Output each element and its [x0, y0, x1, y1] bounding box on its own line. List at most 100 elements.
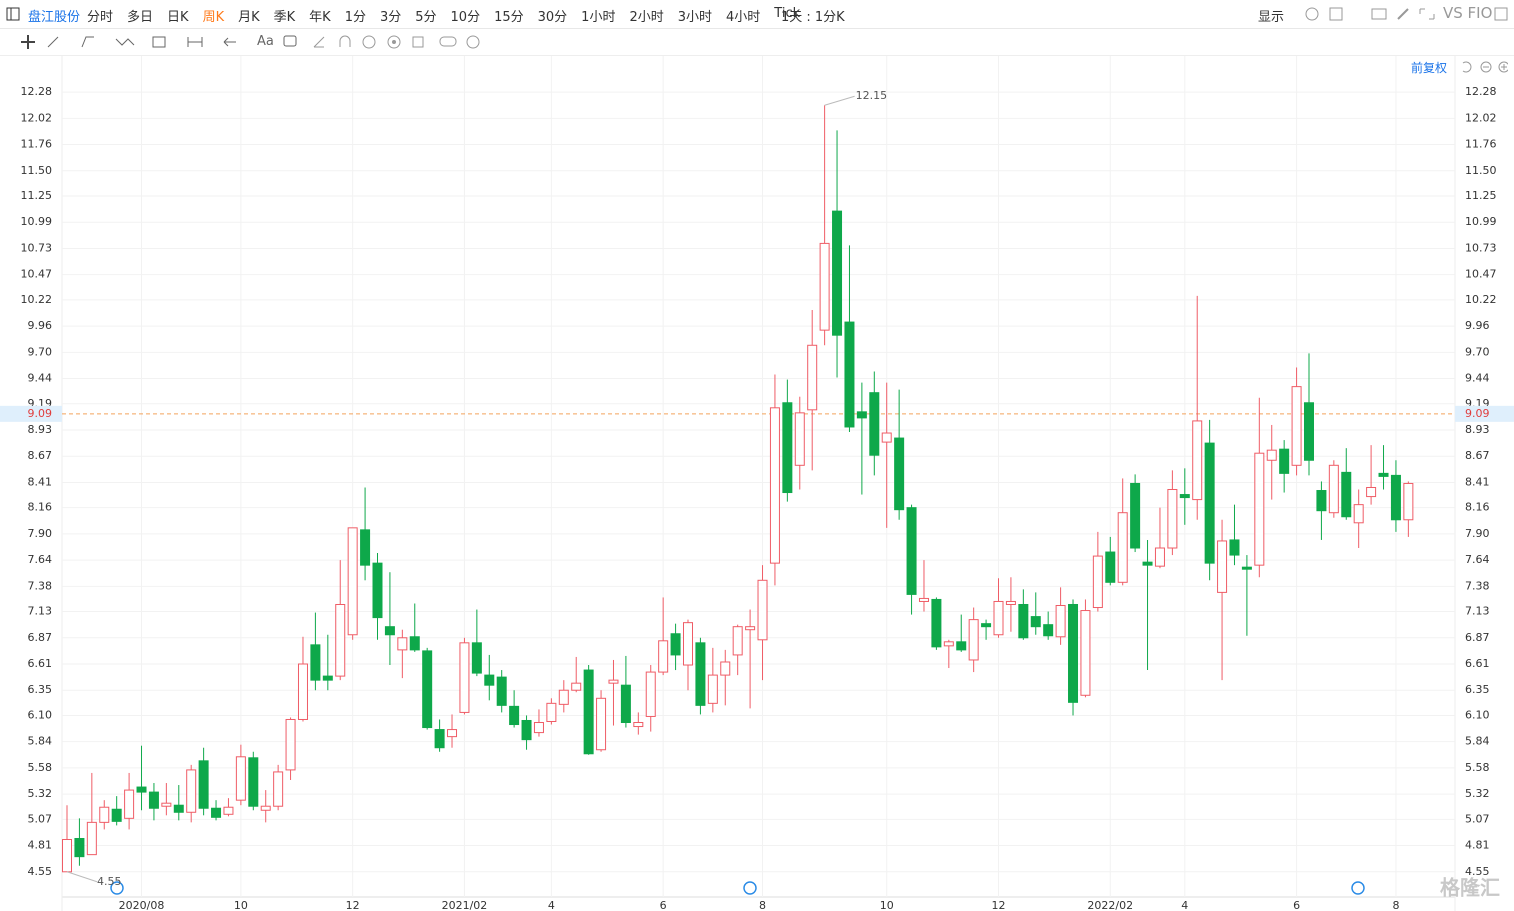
min-annotation: 4.55: [97, 875, 122, 888]
compare-button[interactable]: VS FIO: [1443, 4, 1493, 22]
y-tick-label: 5.58: [28, 761, 53, 774]
stock-name[interactable]: 盘江股份: [28, 10, 81, 25]
candle-body: [496, 676, 507, 706]
top-bar: 盘江股份 分时 多日 日K 周K 月K 季K 年K 1分 3分 5分 10分 15分 30分 1小时 2小时…: [0, 0, 1514, 29]
y-tick-label-right: 11.50: [1465, 164, 1497, 177]
candle-body: [260, 805, 271, 811]
y-tick-label-right: 6.87: [1465, 631, 1490, 644]
candle-body: [173, 804, 184, 813]
candle-body: [943, 641, 954, 647]
y-tick-label: 10.99: [21, 215, 53, 228]
candle-body: [459, 642, 470, 713]
candle-body: [633, 722, 644, 728]
candle-body: [1055, 605, 1066, 638]
x-tick-label: 8: [759, 899, 766, 911]
x-tick-label: 2021/02: [442, 899, 488, 911]
y-tick-label: 9.70: [28, 345, 53, 358]
y-tick-label-right: 6.61: [1465, 657, 1490, 670]
period-tab[interactable]: 5分: [415, 10, 437, 25]
last-price-box: [1455, 405, 1514, 422]
period-tab[interactable]: 1分: [344, 10, 366, 25]
period-tab[interactable]: 多日: [127, 10, 154, 25]
layout-icon[interactable]: [1494, 7, 1508, 21]
y-tick-label-right: 8.93: [1465, 423, 1490, 436]
period-tab[interactable]: 30分: [537, 10, 568, 25]
y-tick-label-right: 7.90: [1465, 527, 1490, 540]
range-select[interactable]: 1天 : 1分K: [781, 10, 845, 25]
period-tab[interactable]: 月K: [238, 10, 260, 25]
y-tick-label: 6.87: [28, 631, 53, 644]
candle-body: [968, 619, 979, 661]
candle-body: [732, 626, 743, 656]
candle-body: [1341, 471, 1352, 518]
display-menu[interactable]: 显示: [1258, 10, 1285, 25]
candle-body: [1105, 551, 1116, 583]
candle-body: [99, 806, 110, 823]
candle-body: [248, 757, 259, 807]
candle-body: [484, 674, 495, 686]
candle-body: [409, 636, 420, 651]
period-tab[interactable]: Tick: [774, 6, 801, 21]
candle-body: [807, 344, 818, 411]
candle-body: [1279, 448, 1290, 474]
candle-body: [347, 527, 358, 636]
period-tab[interactable]: 10分: [450, 10, 481, 25]
candle-body: [1192, 420, 1203, 501]
candle-body: [757, 579, 768, 641]
period-tab[interactable]: 日K: [167, 10, 189, 25]
y-tick-label: 7.38: [28, 579, 53, 592]
candle-body: [1179, 494, 1190, 499]
candle-body: [136, 786, 147, 793]
period-tab[interactable]: 15分: [494, 10, 524, 25]
candle-body: [1092, 555, 1103, 609]
period-tab[interactable]: 分时: [87, 10, 114, 25]
tool-icons: [21, 35, 480, 49]
candle-body: [745, 626, 756, 631]
x-tick-label: 12: [992, 899, 1006, 911]
candle-body: [906, 507, 917, 595]
candle-body: [223, 806, 234, 815]
period-tab[interactable]: 季K: [273, 10, 296, 25]
period-tab[interactable]: 1小时: [581, 10, 616, 25]
y-tick-label-right: 11.76: [1465, 138, 1497, 151]
period-tab[interactable]: 3小时: [677, 10, 713, 25]
candle-body: [931, 598, 942, 648]
period-tab[interactable]: 2小时: [629, 10, 664, 25]
y-tick-label: 6.10: [28, 708, 53, 721]
y-tick-label: 8.67: [28, 449, 53, 462]
text-tool[interactable]: Aa: [257, 34, 274, 49]
candle-body: [1241, 566, 1252, 570]
y-tick-label-right: 4.81: [1465, 839, 1490, 852]
candle-body: [297, 663, 308, 720]
candle-body: [62, 839, 72, 873]
x-tick-label: 10: [234, 899, 248, 911]
candle-body: [608, 679, 619, 684]
candle-body: [782, 402, 793, 494]
candle-body: [235, 756, 246, 801]
candle-body: [1229, 539, 1240, 556]
period-tab[interactable]: 年K: [309, 10, 331, 25]
candle-body: [533, 722, 544, 734]
period-tab[interactable]: 周K: [202, 10, 225, 25]
adjust-button[interactable]: 前复权: [1411, 61, 1448, 75]
y-tick-label-right: 10.47: [1465, 268, 1497, 281]
y-tick-label: 7.13: [28, 605, 53, 618]
candle-body: [1254, 452, 1265, 566]
y-tick-label-right: 11.25: [1465, 189, 1497, 202]
period-tab[interactable]: 3分: [379, 10, 402, 25]
candle-body: [273, 771, 284, 807]
candle-body: [670, 633, 681, 656]
candle-body: [285, 718, 296, 771]
zoom-icons: [1462, 61, 1508, 73]
candle-body: [1266, 449, 1277, 461]
candle-body: [111, 808, 122, 822]
period-tab[interactable]: 4小时: [726, 10, 761, 25]
candle-body: [1030, 616, 1041, 628]
y-tick-label: 7.90: [28, 527, 53, 540]
sidebar-icon[interactable]: [6, 7, 20, 21]
candle-body: [881, 432, 892, 443]
annotation-leader: [824, 95, 855, 106]
candle-body: [769, 407, 780, 564]
top-icons: [1305, 7, 1435, 21]
y-tick-label: 6.61: [28, 657, 53, 670]
